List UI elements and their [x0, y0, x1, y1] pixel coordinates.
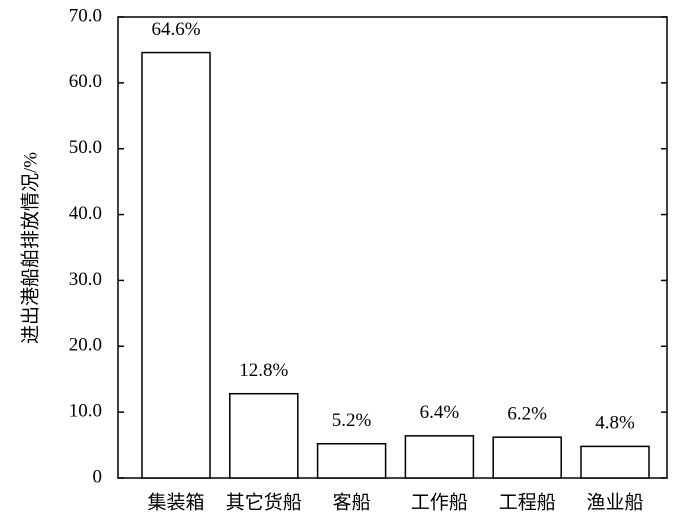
y-tick-label: 70.0	[69, 5, 102, 26]
value-label: 12.8%	[239, 360, 288, 381]
y-tick-label: 0	[93, 466, 103, 487]
plot-frame	[117, 16, 668, 479]
y-tick-label: 40.0	[69, 203, 102, 224]
bar	[141, 51, 211, 479]
bar	[316, 443, 387, 479]
bar	[580, 445, 650, 479]
y-axis-label: 进出港船舶排放情况/%	[19, 152, 41, 344]
y-tick-label: 20.0	[69, 335, 102, 356]
value-label: 6.2%	[507, 404, 547, 425]
x-tick-label: 工作船	[411, 491, 468, 513]
value-label: 4.8%	[595, 413, 635, 434]
x-tick-label: 其它货船	[226, 491, 302, 513]
y-tick-label: 50.0	[69, 137, 102, 158]
bar	[229, 392, 299, 479]
y-tick-label: 30.0	[69, 269, 102, 290]
value-label: 6.4%	[420, 402, 460, 423]
x-tick-label: 集装箱	[147, 491, 204, 513]
value-label: 64.6%	[151, 19, 200, 40]
bar	[492, 436, 562, 479]
x-tick-label: 工程船	[499, 491, 556, 513]
x-tick-label: 渔业船	[586, 491, 643, 513]
y-tick-label: 10.0	[69, 401, 102, 422]
y-tick-label: 60.0	[69, 71, 102, 92]
x-tick-label: 客船	[333, 491, 371, 513]
bar	[404, 435, 475, 479]
value-label: 5.2%	[332, 410, 372, 431]
